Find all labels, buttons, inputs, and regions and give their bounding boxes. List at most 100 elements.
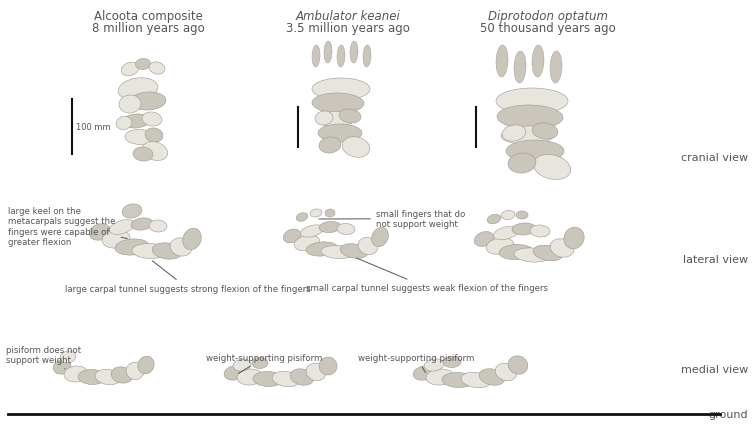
Ellipse shape bbox=[143, 142, 167, 161]
Text: weight-supporting pisiform: weight-supporting pisiform bbox=[358, 353, 474, 373]
Ellipse shape bbox=[224, 366, 244, 380]
Ellipse shape bbox=[426, 369, 454, 385]
Ellipse shape bbox=[532, 124, 558, 140]
Ellipse shape bbox=[126, 363, 144, 380]
Ellipse shape bbox=[252, 358, 268, 368]
Ellipse shape bbox=[514, 52, 526, 84]
Ellipse shape bbox=[564, 227, 584, 249]
Ellipse shape bbox=[130, 93, 166, 111]
Ellipse shape bbox=[319, 222, 341, 233]
Ellipse shape bbox=[253, 371, 283, 387]
Ellipse shape bbox=[119, 96, 141, 114]
Ellipse shape bbox=[325, 210, 335, 218]
Ellipse shape bbox=[315, 112, 333, 126]
Ellipse shape bbox=[149, 221, 167, 233]
Ellipse shape bbox=[413, 366, 435, 380]
Ellipse shape bbox=[530, 225, 550, 237]
Ellipse shape bbox=[443, 357, 461, 368]
Ellipse shape bbox=[306, 363, 326, 381]
Ellipse shape bbox=[170, 238, 192, 256]
Ellipse shape bbox=[501, 211, 515, 220]
Ellipse shape bbox=[372, 228, 388, 247]
Ellipse shape bbox=[237, 369, 263, 385]
Text: pisiform does not
support weight: pisiform does not support weight bbox=[6, 345, 81, 369]
Ellipse shape bbox=[78, 370, 106, 385]
Ellipse shape bbox=[480, 369, 505, 386]
Text: lateral view: lateral view bbox=[683, 254, 748, 265]
Ellipse shape bbox=[284, 230, 301, 243]
Ellipse shape bbox=[122, 115, 150, 129]
Ellipse shape bbox=[138, 356, 154, 374]
Ellipse shape bbox=[312, 94, 364, 114]
Ellipse shape bbox=[294, 236, 320, 251]
Ellipse shape bbox=[116, 117, 132, 130]
Ellipse shape bbox=[132, 244, 168, 259]
Text: 50 thousand years ago: 50 thousand years ago bbox=[480, 22, 616, 35]
Ellipse shape bbox=[64, 366, 88, 382]
Ellipse shape bbox=[493, 227, 519, 240]
Ellipse shape bbox=[321, 246, 355, 259]
Ellipse shape bbox=[319, 138, 341, 154]
Text: 3.5 million years ago: 3.5 million years ago bbox=[286, 22, 410, 35]
Ellipse shape bbox=[149, 63, 165, 75]
Ellipse shape bbox=[60, 351, 76, 363]
Ellipse shape bbox=[533, 246, 562, 261]
Text: large carpal tunnel suggests strong flexion of the fingers: large carpal tunnel suggests strong flex… bbox=[65, 261, 311, 294]
Ellipse shape bbox=[486, 238, 514, 255]
Ellipse shape bbox=[495, 363, 516, 381]
Ellipse shape bbox=[89, 224, 111, 241]
Text: ground: ground bbox=[708, 409, 748, 419]
Ellipse shape bbox=[272, 371, 300, 387]
Ellipse shape bbox=[118, 78, 158, 101]
Ellipse shape bbox=[102, 230, 130, 248]
Ellipse shape bbox=[474, 232, 494, 247]
Ellipse shape bbox=[508, 356, 528, 374]
Ellipse shape bbox=[125, 130, 155, 145]
Ellipse shape bbox=[300, 225, 323, 238]
Text: small carpal tunnel suggests weak flexion of the fingers: small carpal tunnel suggests weak flexio… bbox=[306, 259, 548, 292]
Ellipse shape bbox=[512, 224, 536, 236]
Ellipse shape bbox=[497, 106, 563, 130]
Ellipse shape bbox=[133, 148, 153, 161]
Ellipse shape bbox=[499, 245, 533, 260]
Ellipse shape bbox=[337, 46, 345, 68]
Ellipse shape bbox=[312, 79, 370, 101]
Ellipse shape bbox=[290, 369, 314, 385]
Ellipse shape bbox=[516, 211, 528, 219]
Ellipse shape bbox=[319, 357, 337, 375]
Ellipse shape bbox=[145, 129, 163, 143]
Ellipse shape bbox=[350, 42, 358, 64]
Text: Diprotodon optatum: Diprotodon optatum bbox=[488, 10, 608, 23]
Ellipse shape bbox=[53, 360, 71, 374]
Ellipse shape bbox=[136, 59, 151, 70]
Ellipse shape bbox=[339, 109, 361, 124]
Text: 8 million years ago: 8 million years ago bbox=[92, 22, 204, 35]
Ellipse shape bbox=[312, 46, 320, 68]
Ellipse shape bbox=[182, 229, 201, 250]
Ellipse shape bbox=[111, 367, 133, 383]
Ellipse shape bbox=[233, 359, 251, 371]
Text: small fingers that do
not support weight: small fingers that do not support weight bbox=[319, 210, 465, 229]
Ellipse shape bbox=[324, 42, 332, 64]
Ellipse shape bbox=[121, 63, 139, 77]
Ellipse shape bbox=[442, 373, 474, 388]
Ellipse shape bbox=[363, 46, 371, 68]
Ellipse shape bbox=[95, 369, 121, 385]
Ellipse shape bbox=[310, 210, 322, 218]
Ellipse shape bbox=[316, 112, 356, 127]
Text: weight-supporting pisiform: weight-supporting pisiform bbox=[206, 353, 323, 374]
Text: cranial view: cranial view bbox=[681, 153, 748, 163]
Text: Alcoota composite: Alcoota composite bbox=[93, 10, 202, 23]
Ellipse shape bbox=[109, 220, 134, 235]
Ellipse shape bbox=[296, 213, 308, 222]
Ellipse shape bbox=[550, 52, 562, 84]
Ellipse shape bbox=[487, 215, 501, 224]
Text: Ambulator keanei: Ambulator keanei bbox=[296, 10, 400, 23]
Ellipse shape bbox=[131, 219, 153, 230]
Ellipse shape bbox=[358, 238, 378, 255]
Ellipse shape bbox=[550, 239, 574, 258]
Ellipse shape bbox=[496, 89, 568, 115]
Text: large keel on the
metacarpals suggest the
fingers were capable of
greater flexio: large keel on the metacarpals suggest th… bbox=[8, 207, 127, 247]
Ellipse shape bbox=[514, 248, 550, 262]
Ellipse shape bbox=[306, 242, 338, 256]
